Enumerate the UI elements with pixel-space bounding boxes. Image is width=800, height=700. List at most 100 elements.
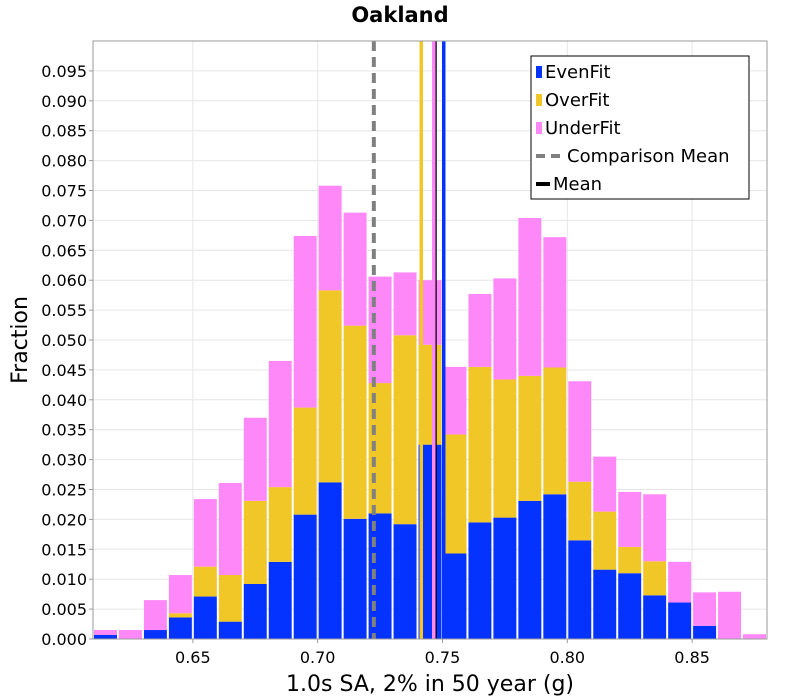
bar-underfit — [593, 456, 617, 512]
legend-label-overfit: OverFit — [545, 90, 609, 111]
bar-evenfit — [518, 500, 542, 639]
bar-evenfit — [268, 561, 292, 639]
bar-underfit — [343, 212, 367, 326]
legend: EvenFit OverFit UnderFit Comparison Mean Mea… — [530, 55, 750, 200]
bar-underfit — [218, 482, 242, 576]
bar-evenfit — [493, 517, 517, 639]
bar-overfit — [168, 613, 192, 618]
bar-evenfit — [568, 540, 592, 639]
bar-underfit — [143, 600, 167, 631]
bar-evenfit — [668, 602, 692, 639]
legend-box — [530, 55, 750, 200]
bar-underfit — [518, 218, 542, 376]
y-tick-label: 0.095 — [41, 62, 87, 81]
bar-overfit — [243, 500, 267, 584]
bar-overfit — [318, 290, 342, 483]
chart-title: Oakland — [351, 3, 448, 27]
y-tick-label: 0.000 — [41, 630, 87, 649]
bar-evenfit — [593, 569, 617, 639]
bar-underfit — [493, 278, 517, 380]
bar-overfit — [568, 481, 592, 541]
bar-overfit — [193, 566, 217, 597]
bar-evenfit — [468, 522, 492, 639]
bar-overfit — [493, 379, 517, 518]
bar-evenfit — [618, 573, 642, 639]
y-tick-label: 0.080 — [41, 152, 87, 171]
bar-overfit — [218, 575, 242, 622]
y-tick-label: 0.035 — [41, 421, 87, 440]
x-tick-label: 0.75 — [425, 648, 461, 667]
bar-underfit — [643, 494, 667, 562]
bar-evenfit — [693, 625, 717, 639]
mean-lines — [371, 41, 446, 639]
bar-overfit — [543, 367, 567, 495]
y-tick-label: 0.070 — [41, 211, 87, 230]
bar-evenfit — [218, 621, 242, 639]
bar-underfit — [94, 630, 117, 635]
bar-underfit — [693, 592, 717, 626]
legend-swatch-underfit — [536, 122, 542, 134]
bar-underfit — [168, 575, 192, 614]
bar-underfit — [743, 634, 766, 639]
y-tick-label: 0.030 — [41, 451, 87, 470]
y-tick-label: 0.020 — [41, 510, 87, 529]
x-tick-label: 0.85 — [674, 648, 710, 667]
y-tick-label: 0.065 — [41, 241, 87, 260]
bar-underfit — [468, 293, 492, 367]
y-axis-ticks: 0.000 0.005 0.010 0.015 0.020 0.025 0.030 0.035… — [41, 62, 93, 649]
legend-label-comparison-mean: Comparison Mean — [567, 146, 730, 167]
x-axis-title: 1.0s SA, 2% in 50 year (g) — [286, 672, 574, 697]
bar-underfit — [668, 561, 692, 603]
bar-evenfit — [643, 595, 667, 639]
bar-overfit — [293, 407, 317, 515]
legend-label-underfit: UnderFit — [545, 118, 621, 139]
bar-evenfit — [293, 514, 317, 639]
y-tick-label: 0.075 — [41, 182, 87, 201]
y-tick-label: 0.060 — [41, 271, 87, 290]
bar-overfit — [518, 375, 542, 501]
bar-underfit — [268, 360, 292, 488]
bar-underfit — [443, 366, 467, 435]
bar-overfit — [618, 546, 642, 574]
bar-underfit — [568, 381, 592, 482]
bar-evenfit — [143, 630, 167, 639]
x-tick-label: 0.70 — [300, 648, 336, 667]
bar-underfit — [193, 499, 217, 567]
bar-evenfit — [168, 617, 192, 639]
y-tick-label: 0.085 — [41, 122, 87, 141]
bar-underfit — [718, 591, 742, 639]
bar-overfit — [343, 325, 367, 519]
bar-underfit — [243, 417, 267, 501]
y-tick-label: 0.045 — [41, 361, 87, 380]
y-tick-label: 0.090 — [41, 92, 87, 111]
y-tick-label: 0.050 — [41, 331, 87, 350]
bar-underfit — [318, 185, 342, 291]
bar-evenfit — [393, 524, 417, 639]
bar-overfit — [468, 366, 492, 523]
bar-overfit — [268, 487, 292, 562]
y-tick-label: 0.015 — [41, 540, 87, 559]
bar-evenfit — [443, 553, 467, 639]
y-tick-label: 0.010 — [41, 570, 87, 589]
y-tick-label: 0.025 — [41, 481, 87, 500]
bar-evenfit — [94, 634, 117, 639]
bar-evenfit — [343, 518, 367, 639]
x-tick-label: 0.65 — [175, 648, 211, 667]
bar-evenfit — [193, 596, 217, 639]
bar-evenfit — [543, 494, 567, 639]
x-axis-ticks: 0.65 0.70 0.75 0.80 0.85 — [175, 639, 710, 667]
bar-overfit — [393, 335, 417, 525]
y-tick-label: 0.040 — [41, 391, 87, 410]
y-tick-label: 0.005 — [41, 600, 87, 619]
legend-label-evenfit: EvenFit — [545, 62, 611, 83]
legend-label-mean: Mean — [553, 174, 602, 195]
bar-evenfit — [318, 482, 342, 639]
legend-swatch-evenfit — [536, 66, 542, 78]
x-tick-label: 0.80 — [549, 648, 585, 667]
bar-overfit — [443, 434, 467, 554]
bar-overfit — [643, 561, 667, 596]
legend-swatch-overfit — [536, 94, 542, 106]
histogram-bars — [94, 185, 766, 639]
bar-underfit — [393, 272, 417, 336]
